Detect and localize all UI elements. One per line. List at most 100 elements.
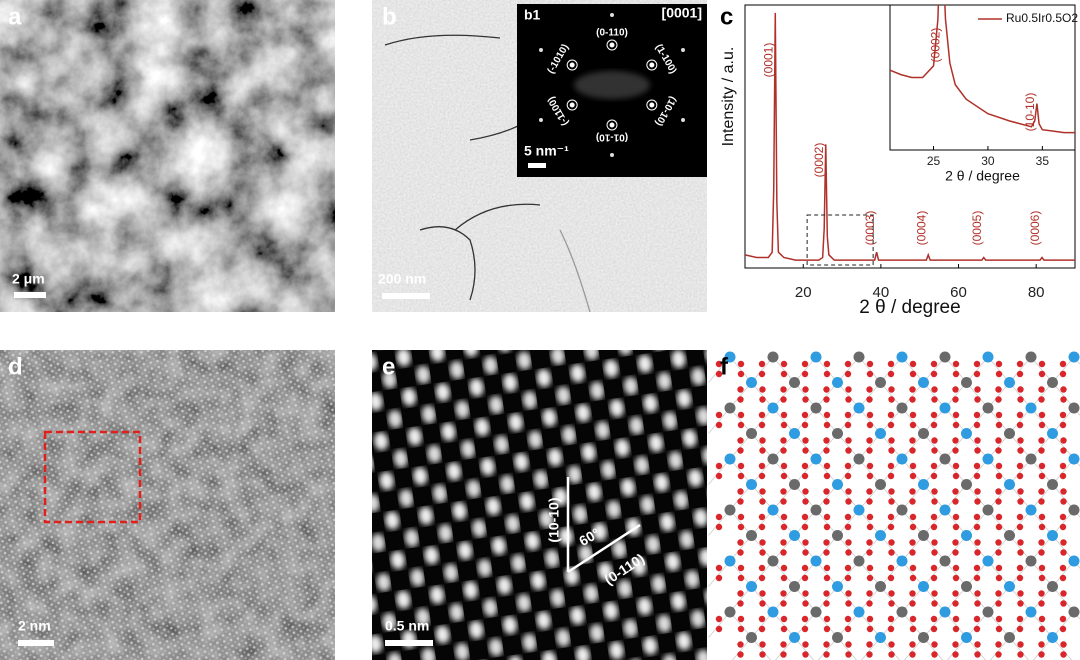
oxygen-atom — [845, 651, 852, 658]
oxygen-atom — [888, 488, 895, 495]
oxygen-atom — [780, 523, 788, 531]
oxygen-atom — [888, 641, 895, 648]
bond — [815, 382, 838, 409]
bond — [1073, 458, 1080, 467]
x-axis-label: 2 θ / degree — [859, 297, 960, 318]
oxygen-atom — [802, 386, 809, 393]
bond — [1030, 535, 1053, 562]
oxygen-atom — [887, 360, 895, 368]
panel-label: a — [8, 3, 22, 30]
metal-atom — [875, 632, 886, 643]
bond — [794, 484, 817, 511]
oxygen-atom — [715, 615, 723, 623]
oxygen-atom — [1017, 590, 1024, 597]
oxygen-atom — [995, 437, 1002, 444]
bond — [987, 356, 1010, 383]
oxygen-atom — [802, 437, 809, 444]
oxygen-atom — [952, 447, 959, 454]
bond — [901, 382, 924, 409]
bond — [815, 458, 838, 485]
oxygen-atom — [1038, 462, 1046, 470]
oxygen-atom — [801, 523, 809, 531]
oxygen-atom — [995, 615, 1003, 623]
oxygen-atom — [1060, 447, 1067, 454]
bond — [880, 535, 903, 562]
oxygen-atom — [866, 564, 874, 572]
oxygen-atom — [952, 386, 959, 393]
oxygen-atom — [909, 615, 917, 623]
bond — [1030, 433, 1053, 460]
oxygen-atom — [1038, 590, 1045, 597]
oxygen-atom — [888, 651, 895, 658]
bond — [966, 637, 986, 660]
oxygen-atom — [995, 488, 1002, 495]
oxygen-atom — [801, 360, 809, 368]
oxygen-atom — [930, 411, 938, 419]
oxygen-atom — [1060, 590, 1067, 597]
bond — [923, 560, 946, 587]
oxygen-atom — [930, 370, 938, 378]
oxygen-atom — [823, 539, 830, 546]
bond — [751, 382, 774, 409]
oxygen-atom — [866, 421, 874, 429]
oxygen-atom — [1038, 360, 1046, 368]
metal-atom — [961, 428, 972, 439]
oxygen-atom — [930, 462, 938, 470]
oxygen-atom — [866, 411, 874, 419]
bond — [923, 484, 946, 511]
bond — [901, 560, 924, 587]
oxygen-atom — [995, 641, 1002, 648]
bond — [1052, 509, 1075, 536]
oxygen-atom — [715, 523, 723, 531]
metal-atom — [1025, 606, 1037, 618]
bond — [837, 509, 860, 536]
oxygen-atom — [995, 600, 1002, 607]
oxygen-atom — [802, 539, 809, 546]
metal-atom — [1047, 581, 1058, 592]
oxygen-atom — [1059, 615, 1067, 623]
spot-ring — [646, 99, 658, 111]
oxygen-atom — [887, 370, 895, 378]
diffraction-spot — [681, 48, 686, 52]
oxygen-atom — [844, 462, 852, 470]
metal-atom — [1004, 428, 1015, 439]
diffraction-spot — [649, 62, 655, 68]
oxygen-atom — [758, 625, 766, 633]
oxygen-atom — [715, 574, 723, 582]
oxygen-atom — [758, 462, 766, 470]
bond — [923, 433, 946, 460]
bond — [772, 407, 795, 434]
oxygen-atom — [952, 641, 959, 648]
metal-atom — [853, 453, 865, 465]
oxygen-atom — [844, 574, 852, 582]
oxygen-atom — [952, 437, 959, 444]
bond — [944, 611, 967, 638]
oxygen-atom — [737, 498, 744, 505]
oxygen-atom — [823, 498, 830, 505]
bond — [708, 560, 731, 587]
scale-bar-label: 0.5 nm — [385, 618, 429, 634]
metal-atom — [896, 453, 908, 465]
oxygen-atom — [1017, 641, 1024, 648]
oxygen-atom — [823, 472, 831, 480]
bond — [818, 637, 838, 660]
oxygen-atom — [737, 615, 745, 623]
oxygen-atom — [1038, 625, 1046, 633]
oxygen-atom — [1060, 396, 1067, 403]
metal-atom — [1025, 504, 1037, 516]
metal-atom — [1004, 632, 1015, 643]
bond — [966, 611, 989, 638]
oxygen-atom — [973, 523, 981, 531]
oxygen-atom — [909, 513, 917, 521]
oxygen-atom — [715, 564, 723, 572]
oxygen-atom — [887, 615, 895, 623]
bond — [1009, 586, 1032, 613]
oxygen-atom — [952, 625, 960, 633]
oxygen-atom — [758, 421, 766, 429]
bond — [923, 611, 946, 638]
oxygen-atom — [952, 651, 959, 658]
diffraction-spot — [681, 118, 686, 122]
oxygen-atom — [909, 437, 916, 444]
oxygen-atom — [974, 447, 981, 454]
oxygen-atom — [1038, 421, 1046, 429]
